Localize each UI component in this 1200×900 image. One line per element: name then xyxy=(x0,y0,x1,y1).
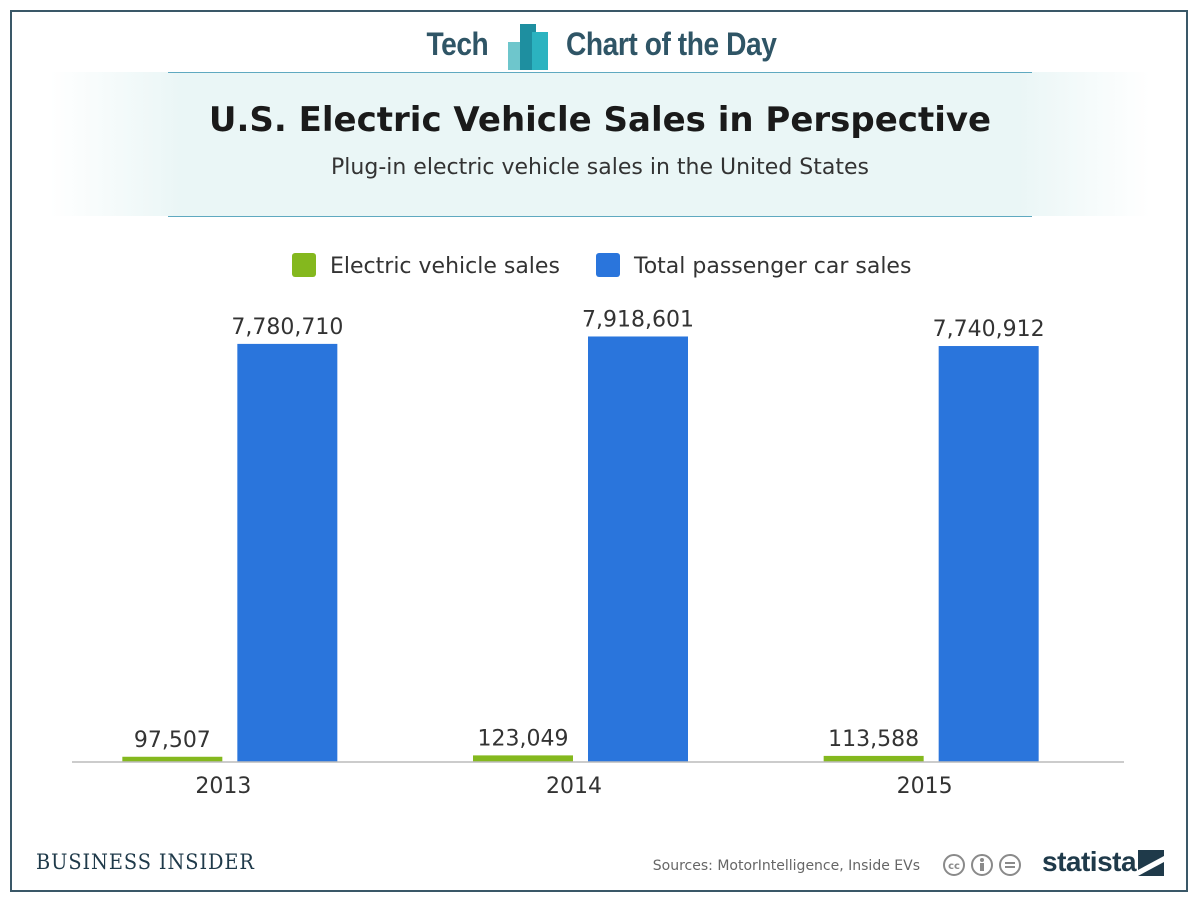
by-icon xyxy=(971,854,993,876)
legend-swatch xyxy=(292,253,316,277)
statista-mark-icon xyxy=(1138,850,1164,876)
chart-subtitle: Plug-in electric vehicle sales in the Un… xyxy=(331,155,869,180)
legend-label: Electric vehicle sales xyxy=(330,254,560,279)
nd-icon xyxy=(999,854,1021,876)
source-note: Sources: MotorIntelligence, Inside EVs xyxy=(652,858,920,874)
bar-electric xyxy=(473,755,573,762)
data-label: 7,780,710 xyxy=(231,315,343,340)
statista-logo: statista xyxy=(1042,846,1137,877)
data-label: 97,507 xyxy=(134,728,211,753)
creative-commons-icons: cc xyxy=(943,854,1021,876)
chart-title: U.S. Electric Vehicle Sales in Perspecti… xyxy=(208,100,992,140)
header: Tech Chart of the Day xyxy=(0,12,1200,70)
svg-text:cc: cc xyxy=(948,861,960,872)
title-band xyxy=(50,72,1150,216)
business-insider-logo: BUSINESS INSIDER xyxy=(36,850,255,874)
x-tick-label: 2015 xyxy=(897,774,953,799)
cc-icon: cc xyxy=(943,854,965,876)
data-label: 123,049 xyxy=(478,726,569,751)
x-tick-label: 2013 xyxy=(195,774,251,799)
data-label: 113,588 xyxy=(828,727,919,752)
brand-tech: Tech xyxy=(426,26,488,62)
legend-label: Total passenger car sales xyxy=(633,254,911,279)
chart-frame xyxy=(10,10,1188,892)
x-tick-label: 2014 xyxy=(546,774,602,799)
bar-total xyxy=(237,343,338,762)
bar-electric xyxy=(823,755,924,762)
brand-chart-of-the-day: Chart of the Day xyxy=(566,26,777,62)
data-label: 7,740,912 xyxy=(933,317,1045,342)
bar-electric xyxy=(122,756,223,762)
bar-total xyxy=(588,336,688,762)
legend-swatch xyxy=(596,253,620,277)
title-divider-bottom xyxy=(168,216,1032,217)
bar-total xyxy=(938,346,1039,762)
chart-of-the-day-icon xyxy=(508,24,548,70)
data-label: 7,918,601 xyxy=(582,307,694,332)
title-divider-top xyxy=(168,72,1032,73)
